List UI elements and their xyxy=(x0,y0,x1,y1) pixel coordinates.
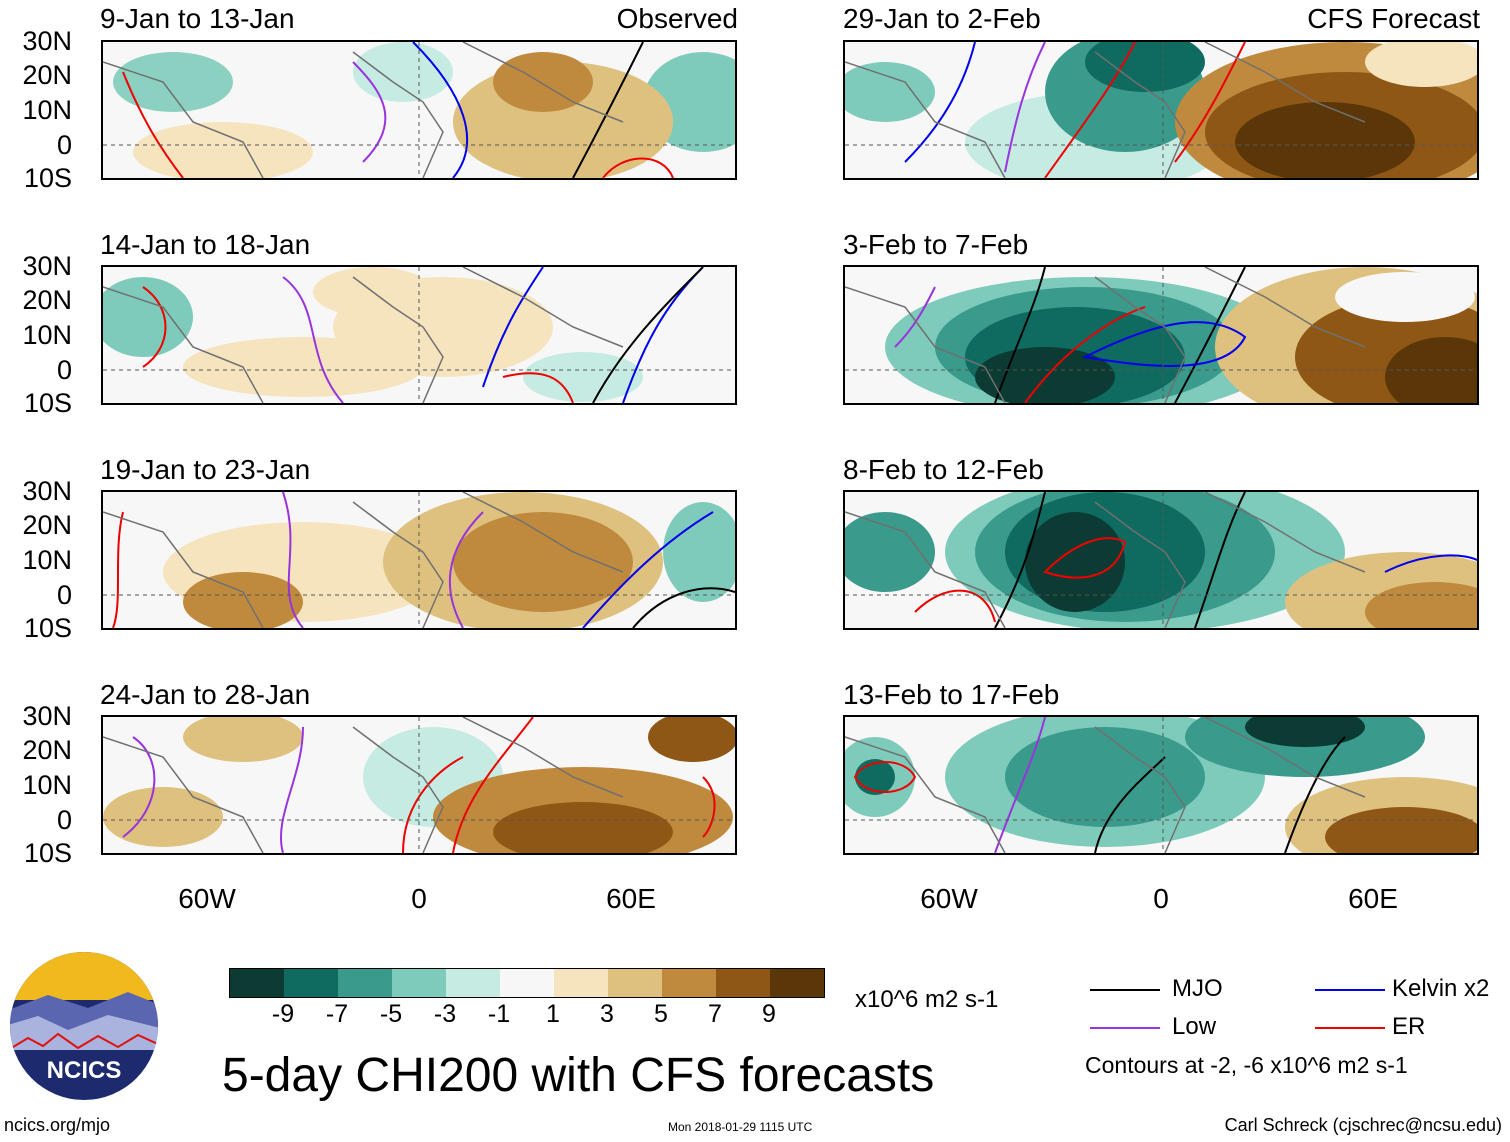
colorbar-swatch xyxy=(284,969,338,997)
legend-er-line xyxy=(1315,1027,1385,1029)
colorbar-tick-label: 3 xyxy=(600,1000,614,1028)
colorbar-tick-label: -3 xyxy=(433,1000,457,1028)
legend-low-line xyxy=(1090,1027,1160,1029)
colorbar-tick-label: 1 xyxy=(546,1000,560,1028)
colorbar-units: x10^6 m2 s-1 xyxy=(855,986,999,1013)
map-panel-obs-1 xyxy=(101,40,737,180)
colorbar-swatch xyxy=(500,969,554,997)
colorbar-swatch xyxy=(392,969,446,997)
map-panel-obs-4 xyxy=(101,715,737,855)
ncics-logo: NCICS xyxy=(8,950,160,1102)
panel-title-fc-1: 29-Jan to 2-Feb xyxy=(843,3,1041,34)
panel-title-obs-1: 9-Jan to 13-Jan xyxy=(100,3,295,34)
map-panel-fc-1 xyxy=(843,40,1479,180)
colorbar-tick-label: 9 xyxy=(762,1000,776,1028)
map-panel-fc-3 xyxy=(843,490,1479,630)
colorbar xyxy=(229,968,825,998)
panel-title-fc-2: 3-Feb to 7-Feb xyxy=(843,229,1029,260)
map-panel-fc-4 xyxy=(843,715,1479,855)
colorbar-tick-label: -5 xyxy=(379,1000,403,1028)
colorbar-tick-label: 7 xyxy=(708,1000,722,1028)
legend-contours-note: Contours at -2, -6 x10^6 m2 s-1 xyxy=(1085,1052,1408,1078)
panel-title-fc-3: 8-Feb to 12-Feb xyxy=(843,454,1044,485)
legend-mjo-line xyxy=(1090,989,1160,991)
colorbar-tick-label: 5 xyxy=(654,1000,668,1028)
colorbar-swatch xyxy=(446,969,500,997)
legend-low-label: Low xyxy=(1172,1013,1217,1040)
colorbar-swatch xyxy=(554,969,608,997)
colorbar-swatch xyxy=(230,969,284,997)
map-panel-fc-2 xyxy=(843,265,1479,405)
panel-title-obs-2: 14-Jan to 18-Jan xyxy=(100,229,311,260)
legend-er-label: ER xyxy=(1392,1013,1426,1040)
colorbar-swatch xyxy=(608,969,662,997)
cfs-forecast-label: CFS Forecast xyxy=(1307,3,1480,34)
panel-title-fc-4: 13-Feb to 17-Feb xyxy=(843,679,1060,710)
colorbar-tick-label: -1 xyxy=(487,1000,511,1028)
colorbar-swatch xyxy=(770,969,824,997)
logo-text: NCICS xyxy=(47,1057,122,1084)
legend-kelvin-line xyxy=(1315,989,1385,991)
footer-url: ncics.org/mjo xyxy=(4,1115,111,1135)
map-panel-obs-2 xyxy=(101,265,737,405)
footer-credit: Carl Schreck (cjschrec@ncsu.edu) xyxy=(1224,1115,1502,1135)
panel-title-obs-4: 24-Jan to 28-Jan xyxy=(100,679,311,710)
colorbar-swatch xyxy=(662,969,716,997)
colorbar-tick-label: -9 xyxy=(271,1000,295,1028)
map-panel-obs-3 xyxy=(101,490,737,630)
main-title: 5-day CHI200 with CFS forecasts xyxy=(222,1049,935,1102)
colorbar-swatch xyxy=(338,969,392,997)
observed-label: Observed xyxy=(616,3,738,34)
colorbar-tick-label: -7 xyxy=(325,1000,349,1028)
panel-title-obs-3: 19-Jan to 23-Jan xyxy=(100,454,311,485)
colorbar-swatch xyxy=(716,969,770,997)
footer-timestamp: Mon 2018-01-29 1115 UTC xyxy=(668,1120,813,1134)
legend-kelvin-label: Kelvin x2 xyxy=(1392,975,1490,1002)
legend-mjo-label: MJO xyxy=(1172,975,1223,1002)
